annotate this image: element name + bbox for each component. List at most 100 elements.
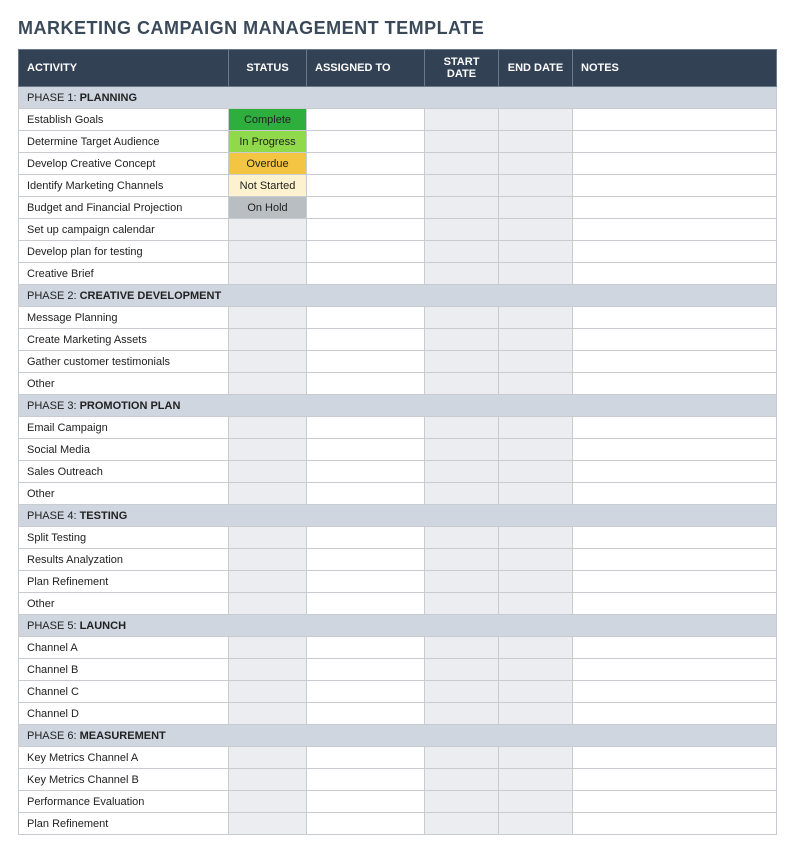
activity-cell[interactable]: Channel B: [19, 659, 229, 681]
assigned-cell[interactable]: [307, 483, 425, 505]
end-date-cell[interactable]: [499, 307, 573, 329]
end-date-cell[interactable]: [499, 263, 573, 285]
notes-cell[interactable]: [573, 241, 777, 263]
assigned-cell[interactable]: [307, 791, 425, 813]
activity-cell[interactable]: Other: [19, 593, 229, 615]
status-cell[interactable]: [229, 483, 307, 505]
start-date-cell[interactable]: [425, 241, 499, 263]
status-cell[interactable]: Not Started: [229, 175, 307, 197]
start-date-cell[interactable]: [425, 703, 499, 725]
status-cell[interactable]: [229, 549, 307, 571]
activity-cell[interactable]: Set up campaign calendar: [19, 219, 229, 241]
end-date-cell[interactable]: [499, 417, 573, 439]
status-cell[interactable]: [229, 637, 307, 659]
assigned-cell[interactable]: [307, 417, 425, 439]
activity-cell[interactable]: Gather customer testimonials: [19, 351, 229, 373]
end-date-cell[interactable]: [499, 219, 573, 241]
status-cell[interactable]: [229, 307, 307, 329]
end-date-cell[interactable]: [499, 109, 573, 131]
assigned-cell[interactable]: [307, 263, 425, 285]
assigned-cell[interactable]: [307, 593, 425, 615]
activity-cell[interactable]: Email Campaign: [19, 417, 229, 439]
assigned-cell[interactable]: [307, 747, 425, 769]
activity-cell[interactable]: Channel C: [19, 681, 229, 703]
notes-cell[interactable]: [573, 483, 777, 505]
status-cell[interactable]: [229, 329, 307, 351]
start-date-cell[interactable]: [425, 131, 499, 153]
start-date-cell[interactable]: [425, 681, 499, 703]
activity-cell[interactable]: Performance Evaluation: [19, 791, 229, 813]
activity-cell[interactable]: Plan Refinement: [19, 813, 229, 835]
status-cell[interactable]: [229, 461, 307, 483]
notes-cell[interactable]: [573, 329, 777, 351]
status-cell[interactable]: [229, 241, 307, 263]
end-date-cell[interactable]: [499, 769, 573, 791]
status-cell[interactable]: [229, 417, 307, 439]
start-date-cell[interactable]: [425, 175, 499, 197]
end-date-cell[interactable]: [499, 637, 573, 659]
start-date-cell[interactable]: [425, 461, 499, 483]
start-date-cell[interactable]: [425, 769, 499, 791]
status-cell[interactable]: [229, 219, 307, 241]
status-cell[interactable]: [229, 593, 307, 615]
start-date-cell[interactable]: [425, 527, 499, 549]
notes-cell[interactable]: [573, 153, 777, 175]
end-date-cell[interactable]: [499, 549, 573, 571]
notes-cell[interactable]: [573, 219, 777, 241]
assigned-cell[interactable]: [307, 703, 425, 725]
assigned-cell[interactable]: [307, 527, 425, 549]
notes-cell[interactable]: [573, 461, 777, 483]
activity-cell[interactable]: Channel D: [19, 703, 229, 725]
activity-cell[interactable]: Channel A: [19, 637, 229, 659]
notes-cell[interactable]: [573, 681, 777, 703]
assigned-cell[interactable]: [307, 241, 425, 263]
activity-cell[interactable]: Other: [19, 373, 229, 395]
start-date-cell[interactable]: [425, 373, 499, 395]
notes-cell[interactable]: [573, 703, 777, 725]
notes-cell[interactable]: [573, 263, 777, 285]
start-date-cell[interactable]: [425, 263, 499, 285]
assigned-cell[interactable]: [307, 813, 425, 835]
status-cell[interactable]: [229, 263, 307, 285]
end-date-cell[interactable]: [499, 791, 573, 813]
start-date-cell[interactable]: [425, 549, 499, 571]
end-date-cell[interactable]: [499, 153, 573, 175]
notes-cell[interactable]: [573, 769, 777, 791]
end-date-cell[interactable]: [499, 461, 573, 483]
assigned-cell[interactable]: [307, 153, 425, 175]
start-date-cell[interactable]: [425, 439, 499, 461]
activity-cell[interactable]: Sales Outreach: [19, 461, 229, 483]
status-cell[interactable]: [229, 813, 307, 835]
notes-cell[interactable]: [573, 417, 777, 439]
notes-cell[interactable]: [573, 571, 777, 593]
notes-cell[interactable]: [573, 637, 777, 659]
assigned-cell[interactable]: [307, 549, 425, 571]
activity-cell[interactable]: Plan Refinement: [19, 571, 229, 593]
activity-cell[interactable]: Split Testing: [19, 527, 229, 549]
assigned-cell[interactable]: [307, 373, 425, 395]
start-date-cell[interactable]: [425, 329, 499, 351]
status-cell[interactable]: Overdue: [229, 153, 307, 175]
assigned-cell[interactable]: [307, 131, 425, 153]
end-date-cell[interactable]: [499, 439, 573, 461]
assigned-cell[interactable]: [307, 769, 425, 791]
end-date-cell[interactable]: [499, 571, 573, 593]
notes-cell[interactable]: [573, 659, 777, 681]
start-date-cell[interactable]: [425, 483, 499, 505]
notes-cell[interactable]: [573, 439, 777, 461]
activity-cell[interactable]: Key Metrics Channel A: [19, 747, 229, 769]
activity-cell[interactable]: Key Metrics Channel B: [19, 769, 229, 791]
activity-cell[interactable]: Determine Target Audience: [19, 131, 229, 153]
end-date-cell[interactable]: [499, 747, 573, 769]
status-cell[interactable]: [229, 439, 307, 461]
notes-cell[interactable]: [573, 593, 777, 615]
end-date-cell[interactable]: [499, 659, 573, 681]
end-date-cell[interactable]: [499, 703, 573, 725]
end-date-cell[interactable]: [499, 527, 573, 549]
start-date-cell[interactable]: [425, 417, 499, 439]
end-date-cell[interactable]: [499, 681, 573, 703]
notes-cell[interactable]: [573, 351, 777, 373]
start-date-cell[interactable]: [425, 197, 499, 219]
end-date-cell[interactable]: [499, 373, 573, 395]
start-date-cell[interactable]: [425, 791, 499, 813]
